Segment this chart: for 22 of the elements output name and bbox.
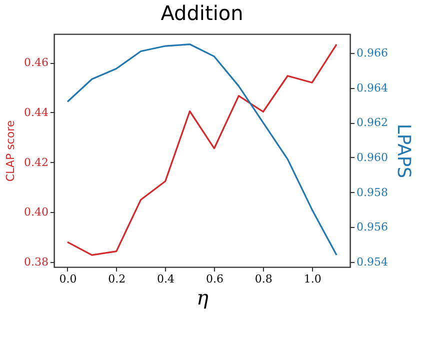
y-tick-label: 0.42: [24, 156, 48, 169]
x-axis-title: η: [196, 286, 209, 310]
y2-tick-label: 0.956: [356, 220, 388, 234]
y-tick-label: 0.38: [24, 256, 48, 269]
y-tick-label: 0.40: [24, 206, 48, 219]
y2-axis-title: LPAPS: [392, 124, 414, 178]
x-tick-label: 0.4: [157, 272, 175, 286]
x-tick-label: 1.0: [304, 272, 322, 286]
y-tick-label: 0.46: [24, 56, 48, 70]
y2-tick-label: 0.954: [356, 255, 388, 268]
y2-tick-label: 0.958: [356, 186, 388, 199]
y-axis-title: CLAP score: [4, 120, 18, 182]
x-tick-label: 0.6: [206, 272, 224, 286]
y-tick-label: 0.44: [24, 106, 48, 119]
x-tick-label: 0.2: [108, 272, 126, 286]
x-tick-label: 0.8: [254, 272, 272, 286]
chart-title: Addition: [160, 1, 244, 25]
y2-tick-label: 0.962: [356, 116, 388, 130]
y2-tick-label: 0.964: [356, 81, 388, 94]
x-tick-label: 0.0: [59, 272, 77, 286]
y2-tick-label: 0.960: [356, 150, 388, 164]
y2-tick-label: 0.966: [356, 46, 388, 60]
